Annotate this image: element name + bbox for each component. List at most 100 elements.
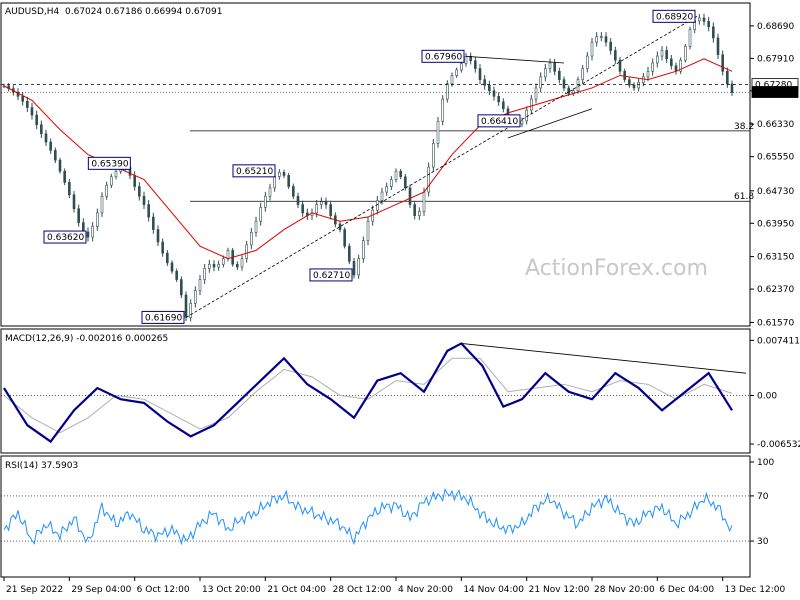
rsi-ytick-label: 100 xyxy=(757,458,774,468)
candle-body xyxy=(721,54,724,72)
candle-body xyxy=(576,79,580,92)
price-box-label-1: 0.67091 xyxy=(755,88,792,98)
candle-body xyxy=(35,114,38,126)
candle-body xyxy=(408,187,412,205)
candle-body xyxy=(646,70,650,78)
macd-title: MACD(12,26,9) -0.002016 0.000265 xyxy=(5,334,168,344)
candle-body xyxy=(539,76,542,89)
candle-body xyxy=(623,70,626,80)
candle-body xyxy=(702,17,706,22)
candle-body xyxy=(240,258,244,268)
price-label-1: 0.63620 xyxy=(47,233,84,243)
candle-body xyxy=(208,263,211,269)
candle-body xyxy=(632,84,636,89)
candle-body xyxy=(660,50,664,57)
candle-body xyxy=(380,191,384,201)
candle-body xyxy=(86,231,90,238)
candle-body xyxy=(170,262,174,272)
price-trendlines xyxy=(185,15,698,318)
candle-body xyxy=(30,107,34,116)
candle-body xyxy=(180,279,183,296)
candle-body xyxy=(329,204,332,216)
price-ytick-label: 0.62370 xyxy=(757,285,794,295)
candle-body xyxy=(133,175,136,187)
candle-body xyxy=(278,172,281,177)
candle-body xyxy=(464,56,468,64)
price-label-6: 0.66410 xyxy=(481,117,518,127)
candle-body xyxy=(161,241,164,254)
candle-body xyxy=(189,302,192,318)
candle-body xyxy=(413,204,416,216)
candle-body xyxy=(730,83,734,93)
candle-body xyxy=(152,216,155,230)
price-label-5: 0.67960 xyxy=(425,52,462,62)
candle-body xyxy=(586,55,589,69)
fib-label-0: 38.2 xyxy=(734,122,754,132)
ohlc-header: 0.67024 0.67186 0.66994 0.67091 xyxy=(65,7,222,17)
candle-body xyxy=(72,194,76,210)
rsi-ytick-label: 70 xyxy=(757,492,769,502)
candle-body xyxy=(282,172,286,176)
candle-body xyxy=(352,261,356,276)
candle-body xyxy=(422,191,426,212)
candle-body xyxy=(488,84,491,92)
candle-body xyxy=(156,229,160,243)
macd-panel: MACD(12,26,9) -0.002016 0.000265 0.00741… xyxy=(0,328,800,454)
price-label-box-5 xyxy=(421,49,465,63)
fib-label-1: 61.8 xyxy=(734,192,754,202)
time-tick-label: 28 Oct 12:00 xyxy=(333,585,392,595)
price-ytick-label: 0.66330 xyxy=(757,120,794,130)
candle-body xyxy=(63,170,66,183)
candle-body xyxy=(100,195,104,214)
price-ytick-label: 0.65550 xyxy=(757,153,794,163)
macd-series xyxy=(1,342,750,444)
candle-body xyxy=(26,100,29,108)
macd-panel-frame xyxy=(0,328,751,454)
candle-body xyxy=(222,258,225,265)
candle-body xyxy=(357,258,360,276)
candle-body xyxy=(175,270,178,280)
price-label-box-6 xyxy=(477,114,521,128)
candle-body xyxy=(301,204,304,214)
price-series xyxy=(2,13,734,322)
candle-body xyxy=(250,232,253,246)
candle-body xyxy=(441,98,444,122)
price-panel: AUDUSD,H4 0.67024 0.67186 0.66994 0.6709… xyxy=(0,2,799,328)
candle-body xyxy=(320,201,323,205)
candle-body xyxy=(679,59,682,72)
candle-body xyxy=(105,184,108,197)
candle-body xyxy=(590,41,594,57)
candle-body xyxy=(707,21,710,28)
candle-body xyxy=(609,41,612,51)
rsi-panel: RSI(14) 37.5903 100 70 30 xyxy=(0,455,774,578)
candle-body xyxy=(548,62,552,69)
candle-body xyxy=(698,17,701,22)
time-tick-label: 21 Sep 2022 xyxy=(6,585,63,595)
candle-body xyxy=(595,36,598,43)
candle-body xyxy=(450,75,454,85)
candle-body xyxy=(492,90,496,97)
candle-body xyxy=(534,87,538,100)
candle-body xyxy=(296,195,300,205)
price-label-0: 0.65390 xyxy=(91,159,128,169)
rsi-line xyxy=(3,487,733,546)
candle-body xyxy=(455,69,458,76)
candle-body xyxy=(394,170,398,180)
candle-body xyxy=(58,159,62,172)
macd-trendline-0 xyxy=(461,343,747,374)
candle-body xyxy=(404,176,407,189)
rsi-series xyxy=(1,487,750,546)
candle-body xyxy=(91,226,94,238)
price-ytick-label: 0.68690 xyxy=(757,22,794,32)
time-tick-label: 28 Nov 20:00 xyxy=(594,585,655,595)
macd-axis: 0.007411 0.00 -0.006532 xyxy=(750,336,800,450)
candle-body xyxy=(142,195,146,205)
candle-body xyxy=(656,55,659,64)
candle-body xyxy=(287,175,290,187)
price-label-box-7 xyxy=(652,9,696,23)
candle-body xyxy=(273,176,276,189)
time-axis: 21 Sep 2022 29 Sep 04:00 6 Oct 12:00 13 Oct… xyxy=(3,577,785,595)
candle-body xyxy=(217,263,220,268)
candle-body xyxy=(254,220,258,233)
